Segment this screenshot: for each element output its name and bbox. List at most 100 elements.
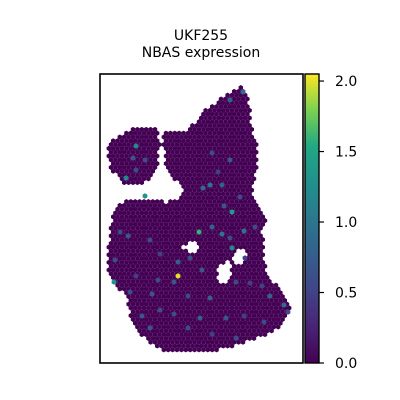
spot bbox=[207, 237, 213, 243]
spot bbox=[227, 256, 233, 262]
spot bbox=[262, 301, 268, 307]
spot bbox=[209, 172, 215, 178]
spot bbox=[249, 149, 255, 155]
spot bbox=[231, 301, 237, 307]
spot bbox=[212, 138, 217, 144]
spot bbox=[124, 161, 129, 167]
spot bbox=[179, 240, 184, 246]
spot bbox=[132, 267, 138, 273]
spot bbox=[174, 218, 180, 224]
spot bbox=[212, 183, 217, 189]
spot bbox=[183, 278, 189, 284]
spot bbox=[209, 187, 215, 193]
spot bbox=[227, 142, 233, 148]
spot bbox=[121, 164, 127, 170]
spot bbox=[251, 335, 257, 341]
spot bbox=[201, 286, 206, 292]
spot bbox=[234, 244, 239, 250]
spot bbox=[229, 138, 235, 144]
spot bbox=[209, 202, 215, 208]
spot bbox=[225, 328, 230, 334]
spot bbox=[253, 149, 259, 155]
spot bbox=[247, 153, 252, 159]
spot bbox=[203, 145, 208, 151]
spot bbox=[196, 233, 202, 239]
expression-spot bbox=[229, 209, 235, 215]
spot bbox=[117, 240, 123, 246]
expression-spot bbox=[139, 313, 145, 319]
spot bbox=[231, 294, 237, 300]
spot bbox=[205, 256, 211, 262]
spot bbox=[212, 297, 217, 303]
spot bbox=[176, 153, 182, 159]
spot bbox=[174, 233, 180, 239]
spot bbox=[185, 320, 191, 326]
spot bbox=[106, 267, 112, 273]
spot bbox=[179, 164, 184, 170]
spot bbox=[170, 157, 175, 163]
spot bbox=[108, 142, 114, 148]
spot bbox=[223, 210, 228, 216]
spot bbox=[146, 161, 151, 167]
spot bbox=[108, 149, 114, 155]
spot bbox=[172, 252, 178, 258]
spot bbox=[223, 126, 228, 132]
spot bbox=[194, 267, 200, 273]
spot bbox=[170, 347, 175, 353]
spot bbox=[234, 191, 239, 197]
spot bbox=[207, 138, 213, 144]
expression-spot bbox=[147, 325, 153, 331]
spot bbox=[128, 313, 134, 319]
spot bbox=[185, 206, 191, 212]
spot bbox=[190, 221, 195, 227]
spot bbox=[223, 324, 228, 330]
spot bbox=[231, 225, 237, 231]
spot bbox=[234, 206, 239, 212]
spot bbox=[238, 335, 244, 341]
spot bbox=[207, 267, 213, 273]
spot bbox=[130, 316, 136, 322]
spot bbox=[223, 157, 228, 163]
spot bbox=[229, 199, 235, 205]
spot bbox=[205, 332, 211, 338]
spot bbox=[174, 248, 180, 254]
spot bbox=[152, 316, 158, 322]
spot bbox=[209, 164, 215, 170]
spot bbox=[251, 267, 257, 273]
spot bbox=[234, 183, 239, 189]
spot bbox=[172, 206, 178, 212]
spot bbox=[157, 263, 162, 269]
spot bbox=[207, 290, 213, 296]
spot bbox=[170, 164, 175, 170]
spot bbox=[143, 240, 149, 246]
spot bbox=[205, 172, 211, 178]
spot bbox=[212, 259, 217, 265]
spot bbox=[198, 145, 204, 151]
spot bbox=[231, 271, 237, 277]
spot bbox=[249, 195, 255, 201]
spot bbox=[256, 282, 261, 288]
spot bbox=[137, 237, 142, 243]
spot bbox=[245, 225, 250, 231]
expression-spot bbox=[142, 157, 148, 163]
spot bbox=[179, 218, 184, 224]
spot bbox=[150, 206, 156, 212]
spot bbox=[124, 290, 129, 296]
spot bbox=[154, 320, 160, 326]
spot bbox=[163, 282, 169, 288]
spot bbox=[205, 149, 211, 155]
spot bbox=[115, 275, 120, 281]
spot bbox=[159, 206, 164, 212]
spot bbox=[141, 138, 147, 144]
spot bbox=[218, 294, 224, 300]
spot bbox=[245, 233, 250, 239]
spot bbox=[216, 320, 222, 326]
spot bbox=[179, 149, 184, 155]
spot bbox=[225, 176, 230, 182]
spot bbox=[187, 202, 193, 208]
spot bbox=[141, 130, 147, 136]
spot bbox=[170, 316, 175, 322]
spot bbox=[181, 267, 186, 273]
spot bbox=[227, 104, 233, 110]
spot bbox=[207, 214, 213, 220]
